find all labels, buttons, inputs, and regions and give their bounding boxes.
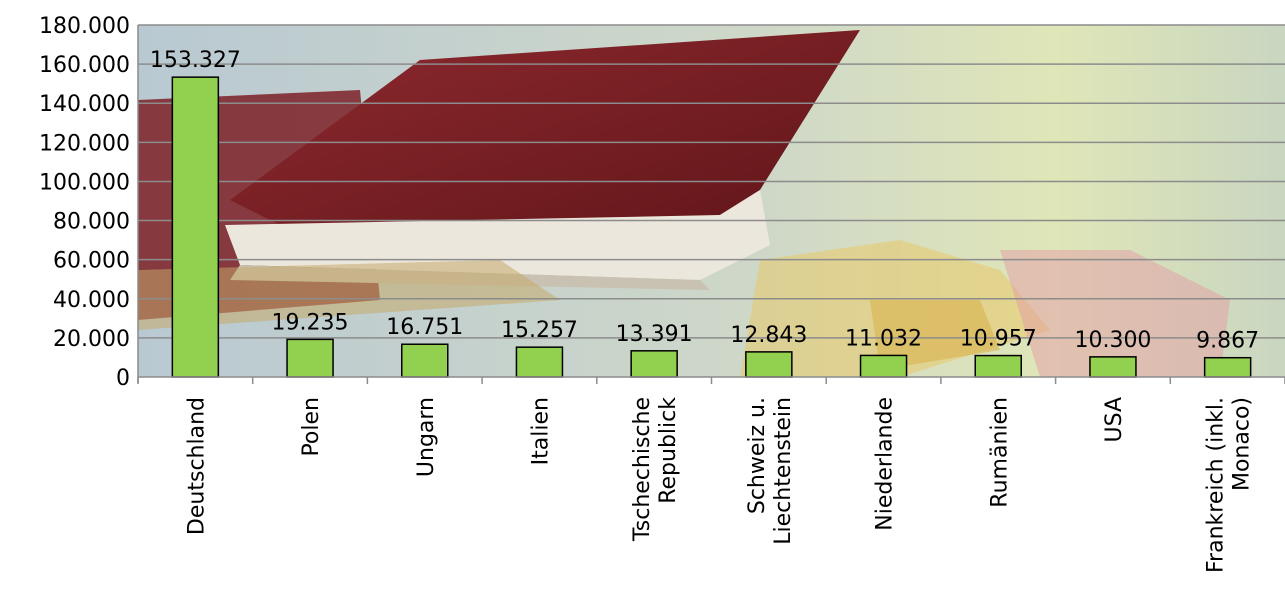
bars <box>171 76 1252 378</box>
bar <box>401 343 449 378</box>
y-tick-label: 60.000 <box>53 249 130 274</box>
category-label: Frankreich (inkl. Monaco) <box>1204 397 1255 573</box>
bar <box>745 351 793 378</box>
category-label-line: Republick <box>656 397 681 504</box>
data-label: 19.235 <box>272 310 349 335</box>
bar <box>630 350 678 378</box>
category-label-line: Frankreich (inkl. <box>1204 397 1229 573</box>
y-axis: 0 20.000 40.000 60.000 80.000 100.000 120.000 1… <box>39 14 130 391</box>
category-label: Schweiz u. Liechtenstein <box>745 397 796 545</box>
y-tick-label: 20.000 <box>53 327 130 352</box>
gridlines <box>138 24 1285 339</box>
category-label-line: Ungarn <box>414 397 439 477</box>
category-label: Deutschland <box>184 397 209 535</box>
category-label-line: Liechtenstein <box>771 397 796 545</box>
category-label-line: Polen <box>299 397 324 457</box>
bar <box>1203 356 1252 378</box>
category-label-line: Schweiz u. <box>745 397 770 514</box>
y-tick-label: 180.000 <box>39 14 130 39</box>
bar <box>515 346 564 378</box>
y-tick-label: 160.000 <box>39 53 130 78</box>
data-label: 153.327 <box>150 48 241 73</box>
y-tick-label: 80.000 <box>53 210 130 235</box>
category-label: Ungarn <box>414 397 439 477</box>
y-tick-label: 100.000 <box>39 170 130 195</box>
data-label: 11.032 <box>845 326 922 351</box>
category-label-line: Deutschland <box>184 397 209 535</box>
bar <box>859 354 908 378</box>
category-label: Rumänien <box>987 397 1012 508</box>
category-labels: Deutschland Polen Ungarn Italien Tschechisch… <box>184 397 1254 573</box>
data-label: 16.751 <box>386 315 463 340</box>
category-label-line: Niederlande <box>873 397 898 531</box>
category-label: Tschechische Republick <box>630 397 681 542</box>
category-label: Niederlande <box>873 397 898 531</box>
bar <box>171 76 220 378</box>
y-tick-label: 40.000 <box>53 288 130 313</box>
bar <box>286 338 334 378</box>
category-label: USA <box>1102 397 1127 443</box>
x-axis <box>137 25 1285 384</box>
data-label: 13.391 <box>616 322 693 347</box>
data-label: 10.957 <box>960 327 1037 352</box>
category-label-line: Monaco) <box>1230 397 1255 491</box>
data-label: 9.867 <box>1196 329 1259 354</box>
data-label: 12.843 <box>730 323 807 348</box>
category-label-line: Italien <box>528 397 553 465</box>
y-tick-label: 0 <box>116 366 130 391</box>
y-tick-label: 120.000 <box>39 131 130 156</box>
category-label-line: Tschechische <box>630 397 655 542</box>
data-label: 10.300 <box>1074 328 1151 353</box>
bar <box>1089 356 1137 378</box>
data-label: 15.257 <box>501 318 578 343</box>
category-label: Italien <box>528 397 553 465</box>
bar <box>974 354 1022 378</box>
y-tick-label: 140.000 <box>39 92 130 117</box>
category-label: Polen <box>299 397 324 457</box>
category-label-line: Rumänien <box>987 397 1012 508</box>
background-photo <box>138 25 1285 377</box>
category-label-line: USA <box>1102 397 1127 443</box>
data-labels: 153.327 19.235 16.751 15.257 13.391 12.843 11.… <box>150 48 1259 354</box>
